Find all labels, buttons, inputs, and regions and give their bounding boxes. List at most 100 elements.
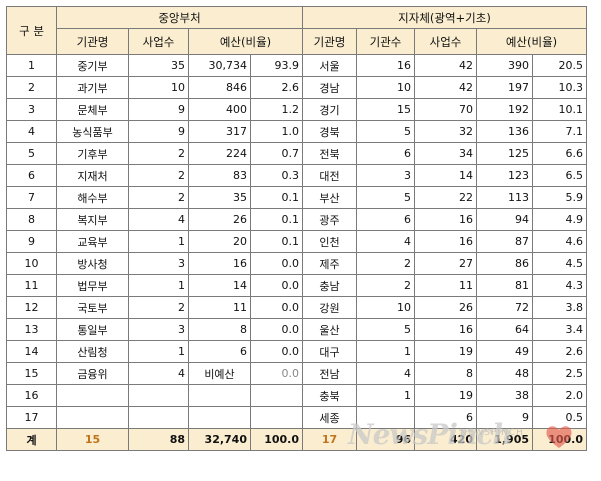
row-number: 17 — [6, 406, 57, 429]
table-row: 11 법무부 1 14 0.0 충남 2 11 81 4.3 — [6, 274, 587, 297]
total-local-budget: 1,905 — [476, 428, 533, 451]
row-number: 10 — [6, 252, 57, 275]
central-agency-name: 중기부 — [56, 54, 129, 77]
local-org-count: 6 — [356, 142, 415, 165]
local-region-name: 강원 — [302, 296, 357, 319]
local-budget-pct: 20.5 — [532, 54, 587, 77]
local-project-count: 14 — [414, 164, 477, 187]
local-budget: 81 — [476, 274, 533, 297]
table-row: 5 기후부 2 224 0.7 전북 6 34 125 6.6 — [6, 142, 587, 165]
table-row: 3 문체부 9 400 1.2 경기 15 70 192 10.1 — [6, 98, 587, 121]
local-budget: 94 — [476, 208, 533, 231]
local-region-name: 경기 — [302, 98, 357, 121]
local-org-count: 1 — [356, 340, 415, 363]
central-agency-name: 해수부 — [56, 186, 129, 209]
local-project-count: 11 — [414, 274, 477, 297]
central-budget-pct: 0.0 — [250, 296, 303, 319]
local-project-count: 19 — [414, 384, 477, 407]
local-budget-pct: 6.6 — [532, 142, 587, 165]
central-budget-pct: 0.0 — [250, 362, 303, 385]
local-budget: 125 — [476, 142, 533, 165]
total-local-name: 17 — [302, 428, 357, 451]
central-budget: 26 — [188, 208, 251, 231]
row-number: 13 — [6, 318, 57, 341]
total-local-pct: 100.0 — [532, 428, 587, 451]
central-project-count: 9 — [128, 98, 189, 121]
local-project-count: 32 — [414, 120, 477, 143]
local-org-count: 2 — [356, 252, 415, 275]
local-budget-pct: 4.9 — [532, 208, 587, 231]
local-org-count: 6 — [356, 208, 415, 231]
central-agency-name: 농식품부 — [56, 120, 129, 143]
local-budget-pct: 0.5 — [532, 406, 587, 429]
row-number: 12 — [6, 296, 57, 319]
central-agency-name: 문체부 — [56, 98, 129, 121]
central-agency-name: 기후부 — [56, 142, 129, 165]
central-agency-name: 방사청 — [56, 252, 129, 275]
central-budget: 6 — [188, 340, 251, 363]
local-budget: 9 — [476, 406, 533, 429]
total-central-budget: 32,740 — [188, 428, 251, 451]
local-region-name: 충북 — [302, 384, 357, 407]
central-budget-pct: 0.3 — [250, 164, 303, 187]
central-project-count: 9 — [128, 120, 189, 143]
central-budget-header: 예산(비율) — [188, 28, 303, 55]
local-project-count: 16 — [414, 208, 477, 231]
local-project-count: 34 — [414, 142, 477, 165]
central-budget: 11 — [188, 296, 251, 319]
local-org-count — [356, 406, 415, 429]
local-region-name: 세종 — [302, 406, 357, 429]
local-region-name: 전북 — [302, 142, 357, 165]
local-org-count: 10 — [356, 76, 415, 99]
central-agency-name: 산림청 — [56, 340, 129, 363]
local-group-header: 지자체(광역+기초) — [302, 6, 587, 29]
table-row: 14 산림청 1 6 0.0 대구 1 19 49 2.6 — [6, 340, 587, 363]
total-central-pct: 100.0 — [250, 428, 303, 451]
local-budget-pct: 10.1 — [532, 98, 587, 121]
local-budget-pct: 4.5 — [532, 252, 587, 275]
local-org-count: 16 — [356, 54, 415, 77]
local-project-count: 22 — [414, 186, 477, 209]
budget-table: 구 분 중앙부처 지자체(광역+기초) 기관명 사업수 예산(비율) 기관명 기… — [6, 6, 587, 451]
local-name-header: 기관명 — [302, 28, 357, 55]
central-budget: 35 — [188, 186, 251, 209]
row-number: 8 — [6, 208, 57, 231]
local-budget-pct: 7.1 — [532, 120, 587, 143]
central-project-count: 4 — [128, 208, 189, 231]
local-region-name: 충남 — [302, 274, 357, 297]
local-budget: 390 — [476, 54, 533, 77]
central-budget-pct: 0.0 — [250, 340, 303, 363]
local-region-name: 제주 — [302, 252, 357, 275]
central-project-count: 2 — [128, 142, 189, 165]
local-budget: 64 — [476, 318, 533, 341]
local-org-count: 10 — [356, 296, 415, 319]
table-row: 17 세종 6 9 0.5 — [6, 406, 587, 429]
row-number: 14 — [6, 340, 57, 363]
central-project-count: 10 — [128, 76, 189, 99]
local-budget: 38 — [476, 384, 533, 407]
central-project-count: 2 — [128, 296, 189, 319]
local-org-count: 5 — [356, 186, 415, 209]
row-number: 6 — [6, 164, 57, 187]
local-project-count: 19 — [414, 340, 477, 363]
central-budget-pct: 0.0 — [250, 318, 303, 341]
local-region-name: 울산 — [302, 318, 357, 341]
central-budget-pct: 93.9 — [250, 54, 303, 77]
local-org-count: 5 — [356, 318, 415, 341]
table-row: 1 중기부 35 30,734 93.9 서울 16 42 390 20.5 — [6, 54, 587, 77]
central-name-header: 기관명 — [56, 28, 129, 55]
row-number: 4 — [6, 120, 57, 143]
local-project-count: 27 — [414, 252, 477, 275]
central-project-count: 1 — [128, 340, 189, 363]
local-budget-pct: 5.9 — [532, 186, 587, 209]
local-region-name: 경남 — [302, 76, 357, 99]
central-agency-name — [56, 384, 129, 407]
local-budget: 49 — [476, 340, 533, 363]
row-number: 7 — [6, 186, 57, 209]
local-project-count: 26 — [414, 296, 477, 319]
central-budget: 224 — [188, 142, 251, 165]
table-row: 16 충북 1 19 38 2.0 — [6, 384, 587, 407]
local-project-count: 6 — [414, 406, 477, 429]
central-budget: 비예산 — [188, 362, 251, 385]
